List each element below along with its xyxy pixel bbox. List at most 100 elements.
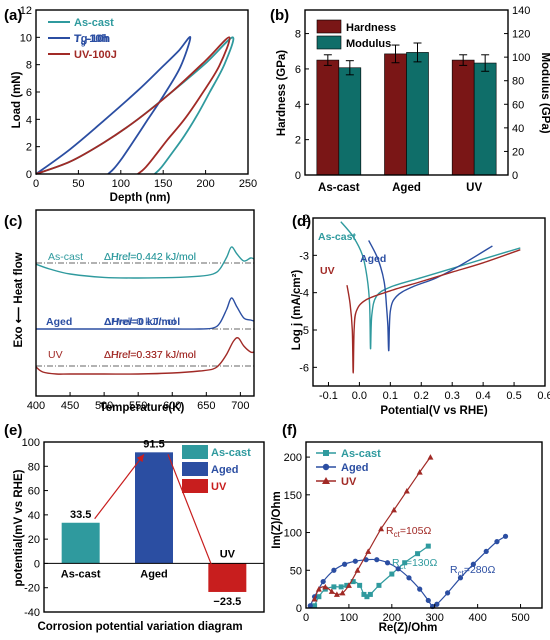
ann-val-280: =280Ω xyxy=(464,564,496,576)
panel-e-ytick-label: 0 xyxy=(34,558,40,570)
point-as-cast xyxy=(361,591,367,597)
panel-c-xtick-label: 450 xyxy=(61,400,79,412)
panel-f-ytick-label: 0 xyxy=(296,603,302,615)
point-as-cast xyxy=(402,560,408,566)
panel-b-ytick-label: 8 xyxy=(295,29,301,41)
point-as-cast xyxy=(425,543,431,549)
panel-b-y2tick-label: 120 xyxy=(512,29,530,41)
panel-d-ytick-label: -3 xyxy=(299,250,309,262)
dsc-curve-aged xyxy=(36,297,255,330)
point-aged xyxy=(434,601,440,607)
panel-c-dh-aged: ΔHrel=0 kJ/mol xyxy=(104,316,176,328)
point-uv xyxy=(333,591,340,597)
point-as-cast xyxy=(415,551,421,557)
point-uv xyxy=(328,588,335,594)
panel-c-xtick-label: 500 xyxy=(95,400,113,412)
panel-a-legend: As-cast Tg-10h Tg-10h UV-100J xyxy=(48,17,117,61)
point-aged xyxy=(502,533,509,539)
panel-d-xtick-label: 0.3 xyxy=(445,390,460,402)
legend-marker-uv xyxy=(322,477,330,484)
bar-modulus xyxy=(473,62,497,176)
point-aged xyxy=(384,560,391,566)
panel-a-ytick-label: 2 xyxy=(26,142,32,154)
panel-c-xlabel: Temperature(K) xyxy=(100,402,185,414)
panel-f-plot: 0 100 200 300 400 500 0 50 100 150 200 xyxy=(284,441,543,624)
panel-b: (b) As-cast Aged UV02468020406080100120140… xyxy=(270,5,550,194)
legend-swatch-modulus xyxy=(316,35,342,50)
legend-label-as-cast: As-cast xyxy=(341,448,381,460)
panel-a-ytick-label: 4 xyxy=(26,114,32,126)
ann-r: R xyxy=(392,557,400,569)
panel-f: (f) 0 100 200 300 400 500 0 50 100 150 200 Re(Z)/O… xyxy=(271,422,543,634)
panel-e-ytick-label: 80 xyxy=(28,461,40,473)
point-aged xyxy=(342,561,348,567)
panel-b-y2tick-label: 100 xyxy=(512,52,530,64)
dsc-curve-as-cast xyxy=(35,246,255,279)
point-aged xyxy=(307,603,313,609)
legend-label-as-cast: As-cast xyxy=(211,447,251,459)
panel-c-ylabel: Exo ⟵ Heat flow xyxy=(13,252,25,347)
panel-e-legend: As-cast Aged UV xyxy=(182,445,251,493)
panel-b-ytick-label: 2 xyxy=(295,135,301,147)
point-uv xyxy=(378,525,385,532)
ann-ct: ct xyxy=(394,530,401,539)
panel-d-xtick-label: 0.0 xyxy=(352,390,367,402)
panel-c-dh-uv: ΔHrel=0.337 kJ/mol xyxy=(104,349,196,361)
point-uv xyxy=(365,548,372,554)
panel-a-label: (a) xyxy=(4,7,22,24)
panel-f-label: (f) xyxy=(282,422,297,439)
panel-e: (e) 33.5 As-cast 91.5 Aged −23.5 UV -40 -20 0 20 4… xyxy=(4,422,265,633)
panel-a-xtick-label: 200 xyxy=(196,178,214,190)
point-uv xyxy=(354,567,361,573)
legend-label-uv: UV xyxy=(211,481,227,493)
bar-hardness xyxy=(316,59,340,176)
bar-modulus xyxy=(406,52,429,176)
panel-f-ytick-label: 100 xyxy=(284,528,302,540)
panel-d-label-as-cast: As-cast xyxy=(318,231,356,243)
panel-e-ytick-label: -20 xyxy=(24,583,40,595)
point-aged xyxy=(417,586,423,592)
panel-f-xtick-label: 300 xyxy=(426,612,444,624)
panel-c-xtick-label: 600 xyxy=(163,400,181,412)
panel-a-axes-frame xyxy=(35,9,249,175)
panel-b-y2tick-label: 20 xyxy=(512,146,524,158)
panel-c-axes-frame xyxy=(35,209,255,397)
panel-c-xtick-label: 650 xyxy=(197,400,215,412)
panel-a-ytick-label: 10 xyxy=(20,32,32,44)
bar-hardness xyxy=(384,53,407,176)
panel-d-xtick-label: -0.1 xyxy=(319,390,338,402)
panel-e-ytick-label: 60 xyxy=(28,486,40,498)
ann-val-105: =105Ω xyxy=(400,525,432,537)
panel-a-ytick-label: 0 xyxy=(26,169,32,181)
panel-c-plot: 400 450 500 550 600 650 700 xyxy=(27,209,255,412)
ann-r: R xyxy=(386,525,394,537)
value-label-as-cast: 33.5 xyxy=(70,509,91,521)
point-uv xyxy=(322,583,329,590)
panel-e-ytick-label: -40 xyxy=(24,607,40,619)
panel-f-annotation-uv: Rct=105Ω xyxy=(386,525,431,539)
dsc-curve-uv xyxy=(35,337,255,375)
legend-swatch-aged xyxy=(182,462,208,476)
panel-b-y2tick-label: 80 xyxy=(512,76,524,88)
ann-r: R xyxy=(450,564,458,576)
panel-d-axes-frame xyxy=(312,217,546,387)
tafel-curve-aged xyxy=(368,240,493,352)
panel-a-plot: 0 50 100 150 200 250 0 2 4 6 8 10 12 xyxy=(20,5,257,190)
panel-b-y2tick-label: 140 xyxy=(512,5,530,17)
legend-label-tg-10h: Tg-10h xyxy=(74,33,110,45)
curve-tg-10h xyxy=(35,36,192,175)
panel-d-ytick-label: -5 xyxy=(299,325,309,337)
panel-b-legend: Hardness Modulus xyxy=(316,19,396,50)
point-uv xyxy=(416,469,423,475)
panel-f-ylabel: Im(Z)/Ohm xyxy=(271,491,283,549)
panel-d: (d) -0.1 0.0 0.1 0.2 0.3 0.4 0.5 0.6-6-5-4-3-2 … xyxy=(291,213,550,417)
bar-aged xyxy=(135,452,173,564)
point-as-cast xyxy=(367,591,373,597)
panel-b-category-label: Aged xyxy=(392,182,421,194)
point-uv xyxy=(390,506,397,513)
panel-e-title: Corrosion potential variation diagram xyxy=(37,621,242,633)
panel-c-xtick-label: 700 xyxy=(231,400,249,412)
panel-b-ylabel: Hardness (GPa) xyxy=(276,50,288,136)
ann-val-130: =130Ω xyxy=(406,557,438,569)
